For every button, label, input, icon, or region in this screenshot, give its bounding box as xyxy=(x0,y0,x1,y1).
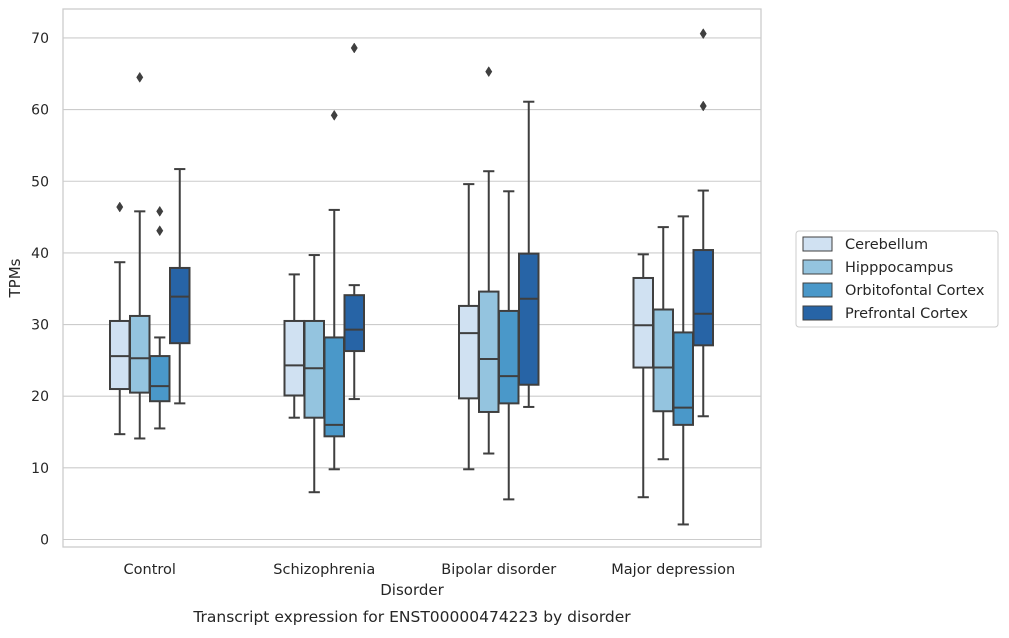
y-tick-label: 70 xyxy=(31,31,49,47)
outlier-point xyxy=(156,225,164,237)
box-body xyxy=(109,319,131,391)
legend-label: Hipppocampus xyxy=(845,260,953,276)
legend-frame xyxy=(795,230,999,328)
outlier-point xyxy=(699,100,707,112)
legend: Cerebellum Hipppocampus Orbitofontal Corte… xyxy=(795,230,999,328)
y-tick-label: 50 xyxy=(31,174,49,190)
box-orbitofontal-cortex xyxy=(149,205,171,430)
legend-swatch xyxy=(802,259,833,275)
box-prefrontal-cortex xyxy=(692,28,714,418)
box-body xyxy=(652,308,674,413)
box-cerebellum xyxy=(458,183,480,471)
y-tick-label: 10 xyxy=(31,461,49,477)
outlier-point xyxy=(136,71,144,83)
box-orbitofontal-cortex xyxy=(498,190,520,501)
legend-swatch xyxy=(802,236,833,252)
box-body xyxy=(498,309,520,405)
y-tick-label: 20 xyxy=(31,389,49,405)
outlier-point xyxy=(156,205,164,217)
y-tick-label: 30 xyxy=(31,318,49,334)
box-body xyxy=(458,304,480,400)
outlier-point xyxy=(485,66,493,78)
box-hipppocampus xyxy=(129,71,151,440)
x-tick-label: Control xyxy=(124,562,176,578)
box-body xyxy=(632,276,654,369)
box-body xyxy=(169,266,191,345)
box-plots xyxy=(109,28,714,526)
y-axis-ticks: 0 10 20 30 40 50 60 70 xyxy=(31,31,49,549)
legend-swatch xyxy=(802,305,833,321)
x-axis-label: Disorder xyxy=(380,581,444,599)
box-prefrontal-cortex xyxy=(518,100,540,408)
y-tick-label: 40 xyxy=(31,246,49,262)
chart-title: Transcript expression for ENST0000047422… xyxy=(192,608,631,626)
plot-frame xyxy=(62,8,762,548)
outlier-point xyxy=(350,42,358,54)
legend-swatch xyxy=(802,282,833,298)
x-tick-label: Schizophrenia xyxy=(273,562,375,578)
box-body xyxy=(149,355,171,403)
legend-label: Prefrontal Cortex xyxy=(845,306,968,322)
legend-label: Cerebellum xyxy=(845,237,928,253)
y-tick-label: 60 xyxy=(31,103,49,119)
box-body xyxy=(303,319,325,419)
y-axis-label: TPMs xyxy=(6,258,24,298)
outlier-point xyxy=(330,109,338,121)
x-axis-ticks: Control Schizophrenia Bipolar disorder Majo… xyxy=(124,562,736,578)
box-cerebellum xyxy=(632,253,654,499)
box-prefrontal-cortex xyxy=(169,168,191,405)
outlier-point xyxy=(699,28,707,40)
box-orbitofontal-cortex xyxy=(323,109,345,471)
box-body xyxy=(129,314,151,394)
box-body xyxy=(672,331,694,426)
box-prefrontal-cortex xyxy=(343,42,365,401)
x-tick-label: Bipolar disorder xyxy=(441,562,556,578)
box-body xyxy=(283,319,305,397)
box-body xyxy=(323,336,345,438)
box-body xyxy=(478,290,500,413)
legend-items: Cerebellum Hipppocampus Orbitofontal Corte… xyxy=(802,236,985,322)
box-orbitofontal-cortex xyxy=(672,215,694,526)
legend-label: Orbitofontal Cortex xyxy=(845,283,985,299)
x-tick-label: Major depression xyxy=(611,562,735,578)
y-tick-label: 0 xyxy=(40,533,49,549)
box-cerebellum xyxy=(283,273,305,419)
box-cerebellum xyxy=(109,201,131,436)
box-body xyxy=(692,249,714,347)
box-body xyxy=(518,252,540,386)
box-body xyxy=(343,294,365,353)
outlier-point xyxy=(116,201,124,213)
